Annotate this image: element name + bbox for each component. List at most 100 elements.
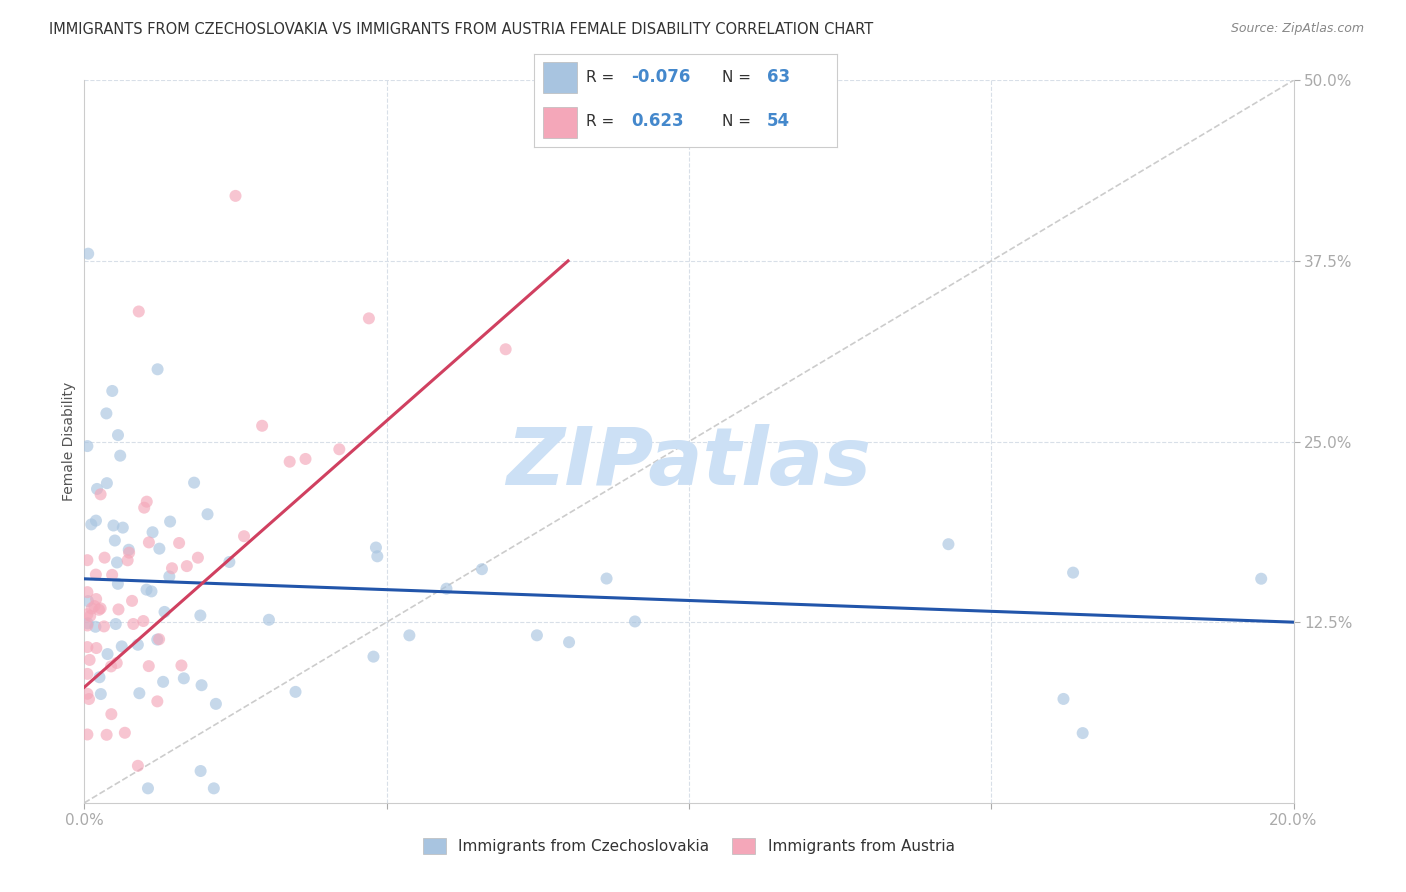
Point [190,764,212,778]
Point [134,500,156,515]
Point [118,542,141,557]
Point [90,487,112,501]
Point [84,592,107,607]
Point [96,728,118,742]
Point [148,632,170,647]
Point [1062,566,1084,580]
Point [127,638,149,652]
Point [93,550,115,565]
Point [114,725,136,739]
Point [1071,726,1094,740]
Point [142,525,165,540]
Point [136,781,159,796]
Point [76,607,98,622]
Point [76,616,98,631]
Point [159,515,181,529]
Point [173,671,195,685]
Point [257,613,280,627]
Point [104,617,127,632]
Point [76,439,98,453]
Point [176,559,198,574]
Point [86,640,108,655]
Point [79,653,101,667]
Point [84,514,107,528]
Point [101,384,124,398]
Text: R =: R = [586,114,624,129]
Point [1250,572,1272,586]
Point [141,584,163,599]
Text: 0.623: 0.623 [631,112,683,130]
Point [80,517,103,532]
Point [80,601,103,615]
Point [595,572,617,586]
Point [197,507,219,521]
Text: IMMIGRANTS FROM CZECHOSLOVAKIA VS IMMIGRANTS FROM AUSTRIA FEMALE DISABILITY CORR: IMMIGRANTS FROM CZECHOSLOVAKIA VS IMMIGR… [49,22,873,37]
Point [105,556,128,570]
Point [202,781,225,796]
Point [105,656,128,670]
Point [108,449,131,463]
Y-axis label: Female Disability: Female Disability [62,382,76,501]
Point [526,628,548,642]
Point [160,561,183,575]
Point [225,189,247,203]
Point [77,246,100,260]
Point [250,418,273,433]
Point [76,553,98,567]
Bar [543,62,576,93]
Point [77,692,100,706]
Point [146,362,169,376]
Point [111,640,134,654]
Point [107,428,129,442]
Point [157,569,180,583]
Point [328,442,350,457]
Point [76,618,98,632]
Text: 54: 54 [768,112,790,130]
Text: Source: ZipAtlas.com: Source: ZipAtlas.com [1230,22,1364,36]
Point [135,582,157,597]
Point [104,533,127,548]
Bar [543,107,576,138]
Point [138,535,160,549]
Text: N =: N = [721,114,755,129]
Point [146,694,169,708]
Point [278,455,301,469]
Point [471,562,494,576]
Text: R =: R = [586,70,619,85]
Point [96,476,118,491]
Point [89,670,111,684]
Point [90,601,112,615]
Point [90,687,112,701]
Point [624,615,647,629]
Point [167,536,190,550]
Point [84,620,107,634]
Point [132,614,155,628]
Point [100,659,122,673]
Point [364,541,387,555]
Point [96,406,118,420]
Point [103,518,125,533]
Point [152,674,174,689]
Point [190,678,212,692]
Text: N =: N = [721,70,755,85]
Text: 63: 63 [768,69,790,87]
Point [76,727,98,741]
Point [183,475,205,490]
Point [153,605,176,619]
Point [107,577,129,591]
Point [148,541,170,556]
Point [233,529,256,543]
Point [84,567,107,582]
Point [398,628,420,642]
Point [117,553,139,567]
Point [76,687,98,701]
Point [363,649,385,664]
Text: -0.076: -0.076 [631,69,690,87]
Point [79,608,101,623]
Point [76,585,98,599]
Point [101,567,124,582]
Point [938,537,960,551]
Point [100,707,122,722]
Point [107,602,129,616]
Point [190,608,212,623]
